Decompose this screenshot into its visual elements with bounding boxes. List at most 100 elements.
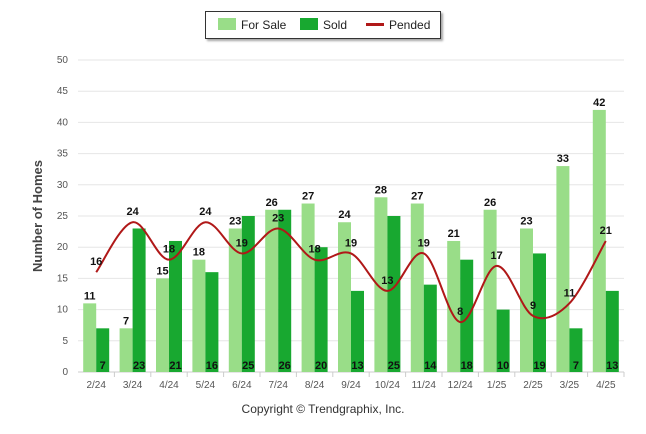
label-for-sale: 7 [123,315,129,327]
sold-swatch [300,18,318,30]
label-for-sale: 42 [593,97,605,109]
bar-sold [569,328,583,372]
label-pended: 18 [163,244,175,256]
label-sold: 13 [606,360,618,372]
bar-for-sale [592,109,606,373]
label-pended: 19 [236,237,248,249]
y-tick-label: 30 [57,180,69,191]
label-sold: 23 [133,360,145,372]
x-tick-label: 2/24 [86,380,106,391]
bar-sold [169,240,182,372]
label-sold: 26 [279,360,291,372]
label-pended: 9 [530,300,536,312]
bar-sold [132,228,146,372]
legend-item-pended[interactable]: Pended [366,18,430,32]
x-tick-label: 6/24 [232,380,252,391]
label-pended: 18 [308,244,320,256]
legend-label-sold: Sold [323,18,348,32]
y-tick-label: 40 [57,117,69,128]
copyright: Copyright © Trendgraphix, Inc. [241,402,405,416]
bar-for-sale [265,209,279,372]
bar-for-sale [374,197,388,372]
label-pended: 13 [381,275,393,287]
legend-label-pended: Pended [389,18,431,32]
label-for-sale: 15 [156,265,168,277]
bar-for-sale [447,240,461,372]
label-sold: 7 [100,360,106,372]
label-for-sale: 28 [375,184,387,196]
label-for-sale: 26 [484,197,496,209]
label-sold: 20 [315,360,327,372]
x-tick-label: 3/25 [560,380,580,391]
bar-for-sale [83,303,97,372]
x-tick-label: 9/24 [341,380,361,391]
label-for-sale: 24 [338,209,351,221]
bar-for-sale [556,166,570,372]
label-pended: 11 [564,287,576,299]
x-tick-label: 8/24 [305,380,325,391]
label-sold: 16 [206,360,218,372]
label-pended: 21 [600,225,612,237]
x-tick-label: 4/25 [596,380,616,391]
y-tick-label: 45 [57,86,69,97]
bar-for-sale [156,278,169,372]
x-tick-label: 12/24 [448,380,473,391]
label-pended: 17 [490,250,502,262]
label-pended: 8 [457,306,463,318]
label-pended: 24 [199,206,212,218]
bar-sold [460,259,474,372]
bar-for-sale [520,228,533,372]
bar-for-sale [410,203,424,372]
bar-for-sale [301,203,315,372]
bar-sold [278,209,292,372]
bar-sold [496,309,510,372]
label-sold: 13 [351,360,363,372]
label-for-sale: 27 [411,191,423,203]
bar-sold [605,290,619,372]
legend: For Sale Sold Pended [205,11,441,39]
label-for-sale: 26 [266,197,278,209]
y-axis-title: Number of Homes [30,160,45,272]
label-for-sale: 33 [557,153,569,165]
y-tick-label: 25 [57,211,69,222]
label-for-sale: 23 [520,215,532,227]
x-tick-label: 11/24 [412,380,437,391]
bar-for-sale [192,259,206,372]
label-sold: 14 [424,360,437,372]
y-tick-label: 50 [57,55,69,66]
bar-sold [314,247,328,372]
label-for-sale: 23 [229,215,241,227]
pended-swatch [366,23,384,26]
label-pended: 24 [126,206,139,218]
x-tick-label: 2/25 [523,380,543,391]
y-tick-label: 35 [57,149,69,160]
legend-label-for-sale: For Sale [241,18,287,32]
label-for-sale: 11 [84,290,96,302]
bar-sold [533,253,546,372]
label-sold: 25 [388,360,400,372]
bar-sold [423,284,437,372]
label-for-sale: 18 [193,247,205,259]
label-sold: 7 [573,360,579,372]
y-tick-label: 20 [57,242,69,253]
y-tick-label: 10 [57,305,69,316]
bar-for-sale [338,222,351,372]
x-tick-label: 10/24 [375,380,400,391]
x-tick-label: 1/25 [487,380,507,391]
label-for-sale: 21 [448,228,460,240]
bar-sold [205,272,219,372]
x-tick-label: 5/24 [196,380,216,391]
x-tick-label: 7/24 [268,380,288,391]
label-sold: 25 [242,360,254,372]
bar-for-sale [119,328,133,372]
x-tick-label: 4/24 [159,380,179,391]
label-pended: 19 [345,237,357,249]
legend-item-for-sale[interactable]: For Sale [218,18,286,32]
x-tick-label: 3/24 [123,380,143,391]
label-sold: 18 [461,360,473,372]
label-pended: 23 [272,212,284,224]
label-pended: 19 [418,237,430,249]
legend-item-sold[interactable]: Sold [300,18,347,32]
label-sold: 10 [497,360,509,372]
